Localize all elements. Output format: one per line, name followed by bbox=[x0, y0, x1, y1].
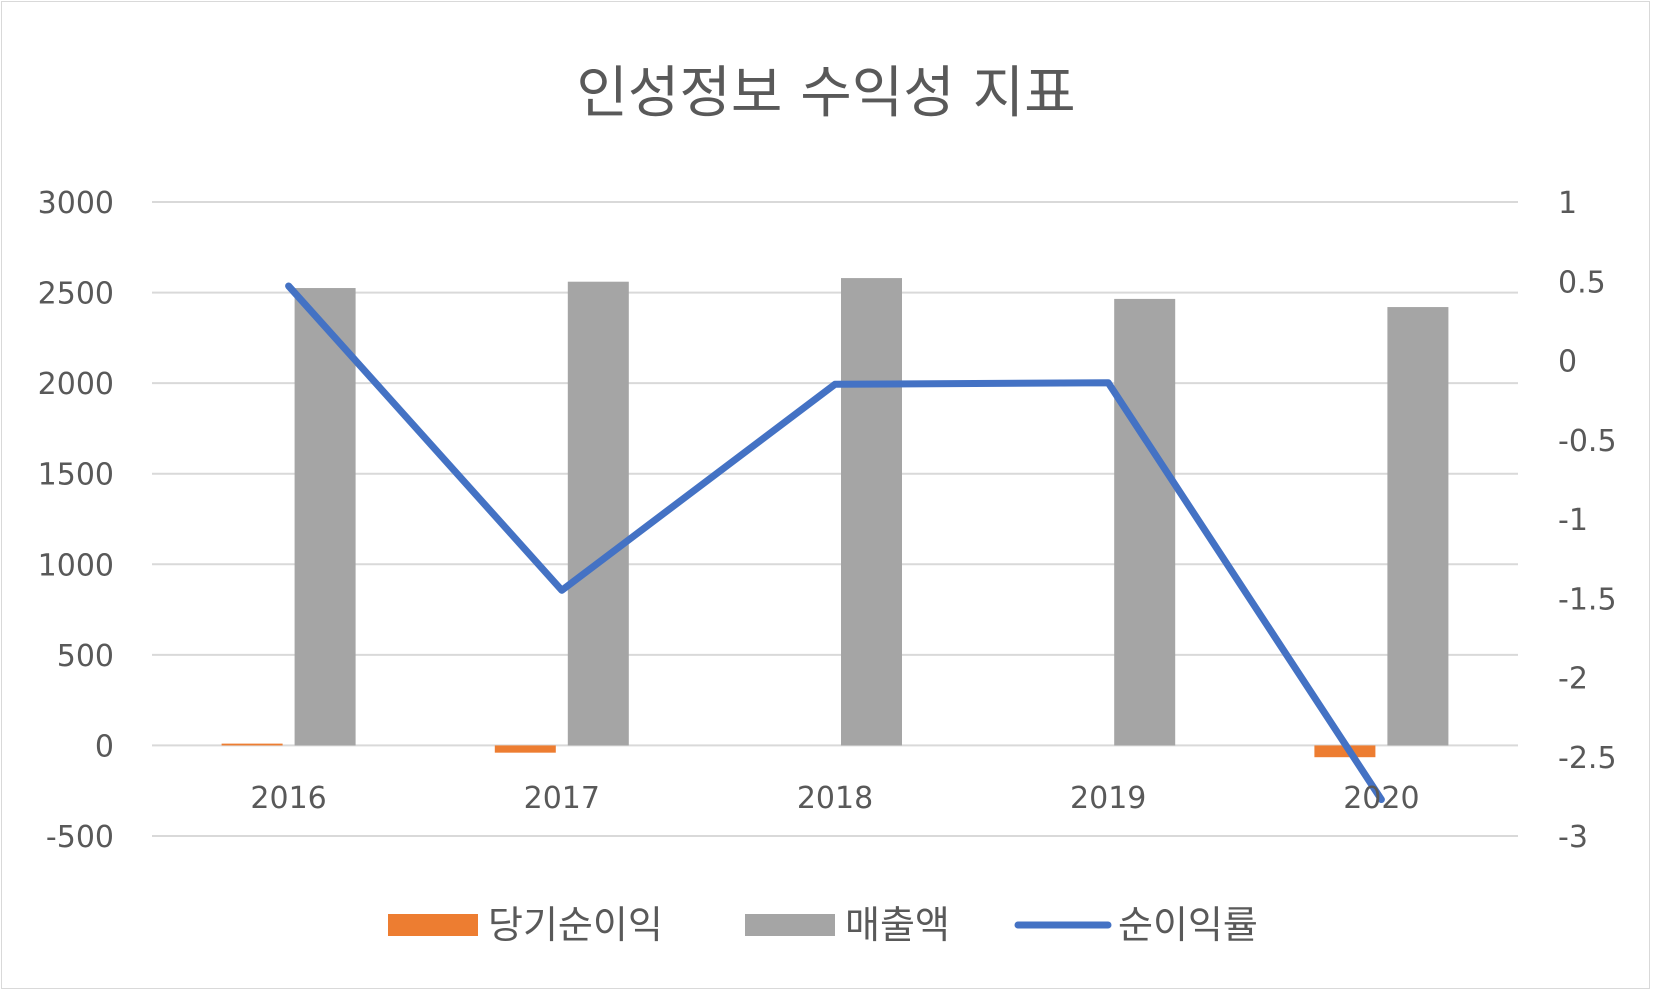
left-axis-tick-label: -500 bbox=[46, 820, 114, 855]
right-axis-tick-label: -2.5 bbox=[1558, 741, 1617, 776]
bar-매출액-2017 bbox=[567, 281, 629, 746]
right-axis-tick-label: 1 bbox=[1558, 186, 1577, 221]
x-axis-tick-label: 2019 bbox=[1070, 781, 1146, 816]
x-axis-tick-label: 2018 bbox=[797, 781, 873, 816]
bar-매출액-2018 bbox=[841, 278, 902, 746]
right-axis-tick-label: -1.5 bbox=[1558, 582, 1617, 617]
bar-매출액-2020 bbox=[1387, 307, 1449, 746]
left-axis-tick-label: 3000 bbox=[38, 186, 114, 221]
x-axis-tick-label: 2020 bbox=[1343, 781, 1419, 816]
line-series bbox=[285, 282, 1385, 804]
right-axis-tick-label: -0.5 bbox=[1558, 424, 1617, 459]
line-순이익률 bbox=[285, 282, 1385, 804]
x-axis: 2016 2017 2018 2019 2020 bbox=[250, 781, 1419, 816]
right-axis-tick-label: 0.5 bbox=[1558, 265, 1606, 300]
right-axis-tick-label: 0 bbox=[1558, 345, 1577, 380]
bar-매출액-2019 bbox=[1114, 298, 1176, 746]
right-axis: 1 0.5 0 -0.5 -1 -1.5 -2 -2.5 -3 bbox=[1558, 186, 1617, 855]
legend: 당기순이익 매출액 순이익률 bbox=[388, 903, 1258, 947]
legend-label-순이익률: 순이익률 bbox=[1118, 903, 1258, 947]
legend-swatch-매출액 bbox=[745, 914, 835, 936]
left-axis-tick-label: 2500 bbox=[38, 277, 114, 312]
bar-당기순이익-2017 bbox=[494, 745, 556, 753]
bar-당기순이익-2016 bbox=[221, 743, 283, 746]
right-axis-tick-label: -2 bbox=[1558, 662, 1588, 697]
left-axis-tick-label: 2000 bbox=[38, 367, 114, 402]
bar-매출액-2016 bbox=[294, 288, 356, 746]
right-axis-tick-label: -1 bbox=[1558, 503, 1588, 538]
bar-당기순이익-2020 bbox=[1314, 745, 1376, 758]
x-axis-tick-label: 2017 bbox=[524, 781, 600, 816]
legend-swatch-당기순이익 bbox=[388, 914, 478, 936]
left-axis: 3000 2500 2000 1500 1000 500 0 -500 bbox=[38, 186, 114, 855]
gridlines bbox=[152, 201, 1518, 837]
legend-label-당기순이익: 당기순이익 bbox=[488, 903, 663, 947]
left-axis-tick-label: 0 bbox=[95, 729, 114, 764]
left-axis-tick-label: 500 bbox=[57, 639, 114, 674]
left-axis-tick-label: 1000 bbox=[38, 548, 114, 583]
x-axis-tick-label: 2016 bbox=[250, 781, 326, 816]
right-axis-tick-label: -3 bbox=[1558, 820, 1588, 855]
bars bbox=[221, 278, 1449, 758]
left-axis-tick-label: 1500 bbox=[38, 458, 114, 493]
legend-label-매출액: 매출액 bbox=[845, 903, 950, 947]
chart-title: 인성정보 수익성 지표 bbox=[576, 61, 1075, 126]
